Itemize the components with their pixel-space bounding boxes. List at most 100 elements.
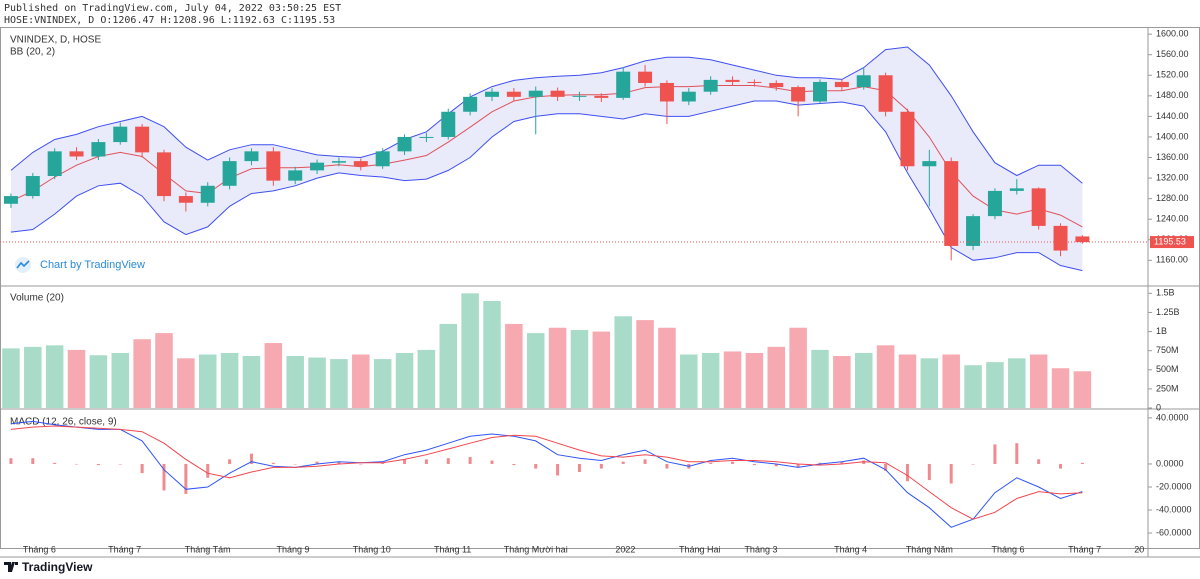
volume-bar: [898, 354, 917, 408]
candle-body: [1053, 225, 1068, 251]
candle-body: [528, 90, 543, 97]
candle-body: [463, 96, 478, 112]
volume-bar: [1051, 368, 1070, 408]
volume-bar: [658, 327, 676, 408]
signal-line: [10, 425, 1083, 520]
brand-text: TradingView: [22, 560, 93, 574]
bb-label: BB (20, 2): [10, 47, 55, 58]
volume-bar: [1008, 358, 1026, 408]
candle-body: [966, 216, 981, 246]
macd-histogram-bar: [184, 463, 188, 494]
macd-histogram-bar: [9, 458, 13, 464]
y-tick-label: 1160.00: [1156, 255, 1188, 265]
volume-bar: [111, 352, 130, 408]
y-tick-label: -60.0000: [1156, 527, 1192, 537]
candle-body: [331, 161, 346, 163]
macd-histogram-bar: [228, 459, 232, 464]
macd-histogram-bar: [927, 463, 931, 481]
candle-body: [1009, 188, 1024, 191]
x-tick-label: Tháng 11: [434, 544, 471, 554]
ohlc-line: HOSE:VNINDEX, D O:1206.47 H:1208.96 L:11…: [4, 15, 335, 26]
macd-histogram-bar: [53, 462, 57, 464]
candle-body: [375, 151, 390, 167]
volume-bar: [198, 354, 217, 408]
watermark-icon: [16, 260, 30, 269]
x-tick-label: Tháng 4: [834, 544, 867, 554]
macd-histogram-bar: [621, 461, 625, 464]
candle-body: [987, 190, 1002, 217]
macd-histogram-bar: [490, 460, 494, 464]
y-tick-label: 1280.00: [1156, 193, 1189, 203]
y-tick-label: 1520.00: [1156, 70, 1189, 80]
macd-histogram-bar: [315, 461, 319, 464]
macd-histogram-bar: [534, 463, 538, 469]
macd-histogram-bar: [271, 462, 275, 464]
x-tick-label: Tháng 9: [276, 544, 309, 554]
macd-histogram-bar: [31, 458, 35, 464]
macd-histogram-bar: [424, 459, 428, 464]
volume-bar: [592, 331, 611, 408]
macd-histogram-bar: [905, 463, 909, 482]
candle-body: [1075, 236, 1090, 243]
volume-bar: [2, 348, 20, 408]
macd-histogram-bar: [818, 462, 822, 464]
candle-body: [157, 152, 171, 197]
candle-body: [178, 196, 193, 203]
last-price-label: 1195.53: [1154, 236, 1186, 246]
candle-body: [3, 196, 18, 204]
macd-histogram-bar: [752, 463, 756, 466]
candle-body: [1031, 188, 1046, 226]
macd-histogram-bar: [468, 457, 472, 464]
macd-histogram-bar: [359, 463, 363, 465]
volume-bar: [439, 323, 458, 408]
candle-body: [747, 81, 762, 83]
volume-bar: [242, 356, 261, 408]
macd-histogram-bar: [118, 463, 122, 465]
volume-bar: [264, 343, 283, 408]
volume-bar: [1029, 354, 1048, 408]
y-tick-label: 0.0000: [1156, 458, 1184, 468]
y-tick-label: 1400.00: [1156, 131, 1189, 141]
volume-bar: [133, 339, 151, 408]
candle-body: [550, 90, 565, 97]
x-tick-label: Tháng Hai: [679, 544, 721, 554]
y-tick-label: 1480.00: [1156, 90, 1189, 100]
volume-bar: [701, 352, 720, 408]
volume-bar: [964, 365, 982, 408]
volume-bar: [789, 327, 807, 408]
candle-body: [922, 161, 937, 167]
candle-body: [594, 95, 609, 98]
volume-bar: [45, 345, 64, 408]
macd-histogram-bar: [1015, 443, 1019, 464]
volume-bar: [833, 356, 851, 408]
candle-body: [222, 161, 237, 186]
macd-line: [10, 420, 1083, 528]
candle-body: [25, 176, 40, 197]
y-tick-label: 1.5B: [1156, 288, 1175, 298]
x-tick-label: Tháng Năm: [906, 544, 953, 554]
volume-bar: [811, 349, 829, 408]
candle-body: [288, 170, 303, 181]
candle-body: [441, 111, 456, 137]
macd-histogram-bar: [993, 444, 997, 464]
macd-histogram-bar: [884, 463, 888, 471]
candle-body: [353, 161, 368, 167]
volume-bar: [920, 358, 939, 408]
bb-upper: [10, 46, 1083, 184]
macd-histogram-bar: [643, 459, 647, 464]
macd-histogram-bar: [774, 463, 778, 467]
watermark-text: Chart by TradingView: [40, 259, 145, 271]
x-tick-label: 20: [1134, 544, 1144, 554]
macd-histogram-bar: [1080, 462, 1084, 464]
x-tick-label: Tháng 10: [353, 544, 391, 554]
volume-bar: [483, 300, 501, 408]
volume-bar: [220, 352, 239, 408]
volume-bar: [680, 354, 698, 408]
volume-bar: [155, 333, 173, 408]
candle-body: [813, 81, 827, 102]
volume-bar: [286, 356, 304, 408]
y-tick-label: -40.0000: [1156, 504, 1192, 514]
y-tick-label: 750M: [1156, 345, 1179, 355]
y-tick-label: 500M: [1156, 364, 1179, 374]
